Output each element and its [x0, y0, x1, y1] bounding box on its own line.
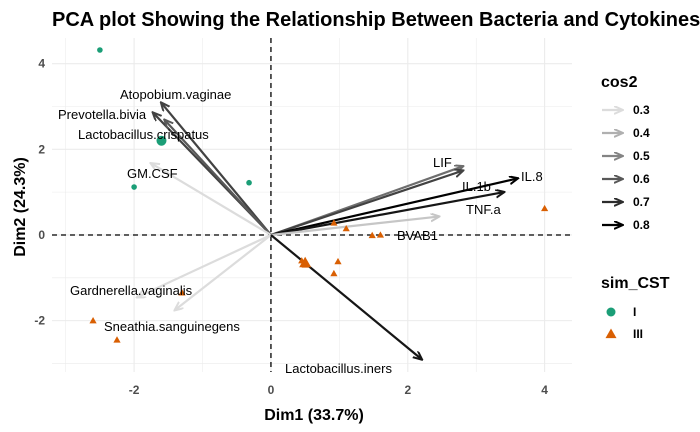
variable-arrow: [175, 234, 272, 310]
individual-point: [376, 231, 385, 238]
x-axis-title: Dim1 (33.7%): [264, 407, 364, 424]
y-tick-label: -2: [34, 314, 45, 328]
variable-arrow: [270, 178, 517, 237]
variable-arrow: [165, 120, 272, 236]
variable-label: GM.CSF: [127, 166, 178, 181]
legend-label-cos2: 0.8: [633, 218, 650, 232]
group-centroid: [299, 256, 312, 268]
legend-label-sim-cst: III: [633, 327, 643, 341]
variable-label: Gardnerella.vaginalis: [70, 283, 193, 298]
x-tick-label: 4: [541, 383, 548, 397]
variable-arrow: [270, 234, 422, 359]
variable-arrow: [270, 171, 463, 237]
individual-point: [178, 289, 186, 296]
individual-point: [246, 179, 252, 186]
variable-label: LIF: [433, 155, 452, 170]
variable-label: IL.8: [521, 169, 543, 184]
legend-label-cos2: 0.7: [633, 195, 650, 209]
legend-title-cos2: cos2: [601, 74, 638, 91]
legend-label-cos2: 0.5: [633, 149, 650, 163]
individual-point: [541, 204, 549, 212]
x-tick-label: 0: [268, 383, 275, 397]
individual-point: [330, 219, 338, 226]
legend-title-sim-cst: sim_CST: [601, 275, 670, 292]
variable-label: Prevotella.bivia: [58, 107, 147, 122]
individual-point: [131, 184, 137, 190]
chart-title: PCA plot Showing the Relationship Betwee…: [52, 9, 700, 31]
legend-key-circle: [606, 307, 616, 317]
y-tick-label: 2: [38, 142, 45, 156]
variable-arrow: [161, 103, 272, 236]
legend-label-cos2: 0.3: [633, 103, 650, 117]
group-centroid: [156, 135, 167, 146]
individual-point: [334, 257, 342, 265]
variable-label: Lactobacillus.crispatus: [78, 127, 209, 142]
legend-label-cos2: 0.6: [633, 172, 650, 186]
legend-key-triangle: [605, 328, 617, 339]
y-axis-title: Dim2 (24.3%): [12, 157, 29, 257]
variable-arrow: [270, 217, 439, 237]
individual-point: [342, 224, 350, 232]
variable-arrow: [138, 233, 272, 297]
variable-label: Sneathia.sanguinegens: [104, 319, 240, 334]
x-tick-label: 2: [404, 383, 411, 397]
individual-point: [330, 269, 338, 277]
individual-point: [368, 231, 376, 239]
variable-label: Atopobium.vaginae: [120, 87, 231, 102]
variable-label: Lactobacillus.iners: [285, 361, 392, 376]
variable-label: IL.1b: [462, 179, 491, 194]
x-tick-label: -2: [129, 383, 140, 397]
individual-point: [89, 317, 97, 324]
variable-arrow: [151, 163, 272, 236]
legend-label-cos2: 0.4: [633, 126, 650, 140]
legend-label-sim-cst: I: [633, 305, 636, 319]
variable-arrow: [270, 192, 504, 237]
variable-label: BVAB1: [397, 228, 438, 243]
variable-label: TNF.a: [466, 202, 501, 217]
y-tick-label: 4: [38, 57, 45, 71]
individual-point: [97, 47, 103, 53]
y-tick-label: 0: [38, 228, 45, 242]
individual-point: [113, 336, 121, 343]
